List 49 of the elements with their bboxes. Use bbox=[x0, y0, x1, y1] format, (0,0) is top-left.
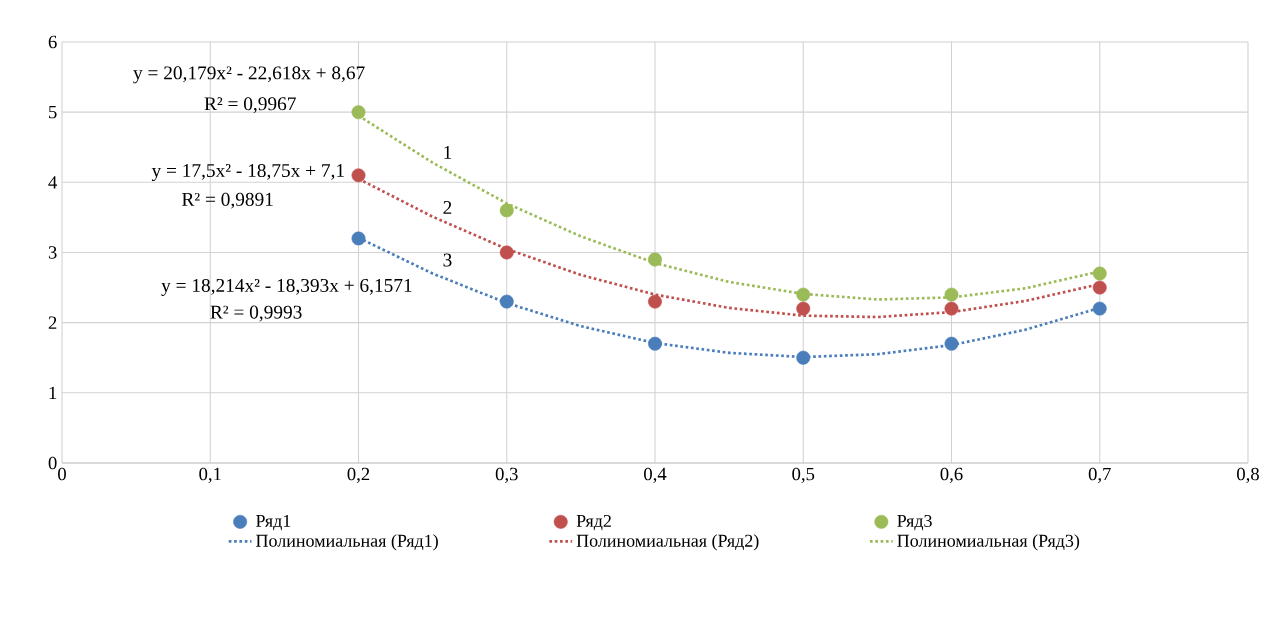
annotation: 2 bbox=[443, 201, 452, 214]
point bbox=[796, 301, 811, 316]
y-tick-label: 3 bbox=[48, 246, 57, 259]
y-tick-label: 2 bbox=[48, 316, 57, 329]
y-tick-label: 6 bbox=[48, 35, 57, 49]
x-tick-label: 0,5 bbox=[792, 467, 815, 483]
point bbox=[499, 203, 514, 218]
legend-label: Полиномиальная (Ряд2) bbox=[576, 534, 759, 551]
point bbox=[1092, 280, 1107, 295]
y-tick-label: 4 bbox=[48, 176, 58, 189]
legend-label: Ряд3 bbox=[897, 514, 932, 531]
y-tick-label: 1 bbox=[49, 386, 57, 399]
point bbox=[1092, 266, 1107, 281]
point bbox=[648, 294, 662, 309]
annotation: y = 20,179x² - 22,618x + 8,67 bbox=[133, 66, 365, 84]
point bbox=[1092, 301, 1107, 316]
point bbox=[648, 252, 662, 267]
point bbox=[351, 105, 366, 120]
x-tick-label: 0,1 bbox=[199, 467, 221, 483]
annotation: 1 bbox=[444, 145, 452, 159]
x-tick-label: 0,7 bbox=[1088, 467, 1111, 483]
annotation: y = 17,5x² - 18,75x + 7,1 bbox=[151, 163, 344, 182]
x-tick-label: 0,3 bbox=[495, 467, 518, 483]
point bbox=[944, 336, 959, 351]
point bbox=[796, 287, 811, 302]
legend-label: Полиномиальная (Ряд3) bbox=[897, 534, 1080, 551]
legend-label: Ряд2 bbox=[576, 514, 611, 531]
annotation: R² = 0,9967 bbox=[204, 97, 296, 114]
y-tick-label: 0 bbox=[48, 456, 57, 470]
legend-label: Полиномиальная (Ряд1) bbox=[256, 534, 438, 551]
annotation: y = 18,214x² - 18,393x + 6,1571 bbox=[161, 278, 412, 296]
annotation: 3 bbox=[443, 253, 452, 267]
x-tick-label: 0,8 bbox=[1237, 467, 1259, 483]
point bbox=[499, 294, 514, 309]
x-tick-label: 0 bbox=[58, 467, 66, 481]
annotation: R² = 0,9993 bbox=[210, 305, 302, 322]
point bbox=[499, 245, 514, 260]
x-tick-label: 0,6 bbox=[940, 467, 963, 483]
annotation: R² = 0,9891 bbox=[182, 192, 273, 209]
point bbox=[796, 350, 811, 365]
x-tick-label: 0,4 bbox=[644, 467, 667, 483]
point bbox=[944, 287, 959, 302]
y-tick-label: 5 bbox=[49, 105, 57, 119]
point bbox=[648, 336, 662, 351]
point bbox=[351, 231, 366, 246]
legend-label: Ряд1 bbox=[256, 514, 291, 531]
point bbox=[351, 168, 366, 183]
point bbox=[944, 301, 959, 316]
x-tick-label: 0,2 bbox=[347, 467, 370, 483]
